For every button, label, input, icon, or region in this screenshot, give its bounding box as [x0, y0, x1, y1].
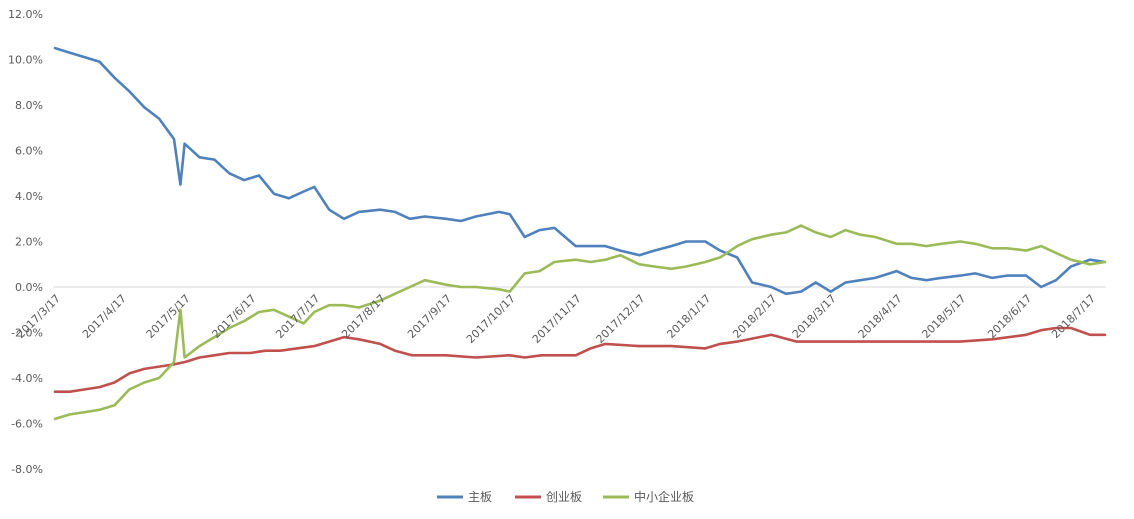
- series-line-2: [53, 326, 1107, 394]
- x-tick-label: 2017/12/17: [594, 292, 648, 346]
- y-tick-label: -4.0%: [11, 372, 43, 385]
- x-tick-label: 2017/10/17: [464, 292, 518, 346]
- legend-label: 创业板: [546, 490, 582, 504]
- x-tick-label: 2017/4/17: [80, 292, 129, 341]
- y-tick-label: 0.0%: [15, 281, 43, 294]
- legend-label: 中小企业板: [634, 489, 694, 504]
- x-tick-label: 2018/2/17: [730, 292, 779, 341]
- y-tick-label: -6.0%: [11, 418, 43, 431]
- x-tick-label: 2017/11/17: [530, 292, 584, 346]
- x-tick-label: 2017/7/17: [273, 292, 322, 341]
- x-tick-label: 2017/5/17: [144, 292, 193, 341]
- x-tick-label: 2017/9/17: [405, 292, 454, 341]
- series-line-3: [53, 224, 1107, 421]
- series-line-1: [53, 46, 1107, 296]
- x-tick-label: 2017/8/17: [339, 292, 388, 341]
- y-tick-label: 12.0%: [8, 8, 43, 21]
- series-lines: [53, 46, 1107, 421]
- y-tick-label: -2.0%: [11, 327, 43, 340]
- x-tick-label: 2018/1/17: [664, 292, 713, 341]
- x-tick-label: 2018/3/17: [790, 292, 839, 341]
- legend-label: 主板: [468, 490, 492, 504]
- y-tick-label: 2.0%: [15, 236, 43, 249]
- x-tick-label: 2018/4/17: [856, 292, 905, 341]
- y-tick-label: 6.0%: [15, 145, 43, 158]
- y-tick-label: 4.0%: [15, 190, 43, 203]
- y-axis-tick-labels: 12.0% 10.0% 8.0% 6.0% 4.0% 2.0% 0.0% -2.0% -4.0%…: [8, 8, 43, 476]
- y-tick-label: -8.0%: [11, 463, 43, 476]
- legend: 主板 创业板 中小企业板: [437, 489, 694, 504]
- x-tick-label: 2018/5/17: [919, 292, 968, 341]
- y-tick-label: 10.0%: [8, 54, 43, 67]
- y-tick-label: 8.0%: [15, 99, 43, 112]
